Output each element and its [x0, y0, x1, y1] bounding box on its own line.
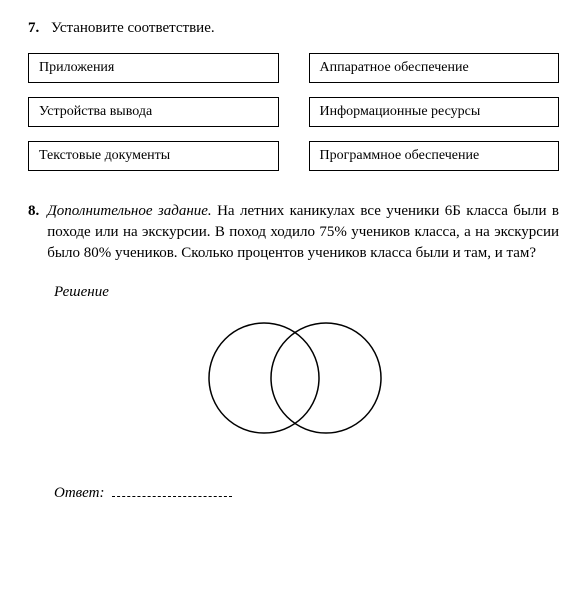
- venn-circle-left: [209, 323, 319, 433]
- venn-diagram: [28, 313, 559, 443]
- left-box-3-label: Текстовые документы: [39, 146, 170, 166]
- left-box-1: Приложения: [28, 53, 279, 83]
- left-box-2-label: Устройства вывода: [39, 102, 152, 122]
- answer-blank: [112, 485, 232, 497]
- task8-block: 8. Дополнительное задание. На летних кан…: [28, 201, 559, 282]
- right-box-3-label: Программное обеспечение: [320, 146, 480, 166]
- answer-line: Ответ:: [54, 473, 559, 504]
- right-box-1-label: Аппаратное обеспечение: [320, 58, 469, 78]
- matching-grid: Приложения Аппаратное обеспечение Устрой…: [28, 53, 559, 171]
- right-box-1: Аппаратное обеспечение: [309, 53, 560, 83]
- venn-circle-right: [271, 323, 381, 433]
- left-box-2: Устройства вывода: [28, 97, 279, 127]
- task8-text: Дополнительное задание. На летних канику…: [47, 201, 559, 264]
- venn-svg: [184, 313, 404, 443]
- right-box-2: Информационные ресурсы: [309, 97, 560, 127]
- right-box-2-label: Информационные ресурсы: [320, 102, 481, 122]
- right-box-3: Программное обеспечение: [309, 141, 560, 171]
- task7-number: 7.: [28, 18, 39, 39]
- task7-title: Установите соответствие.: [51, 20, 215, 36]
- task8-number: 8.: [28, 201, 39, 282]
- task8-intro: Дополнительное задание.: [47, 203, 211, 219]
- solution-label: Решение: [54, 282, 559, 303]
- task7-header: 7. Установите соответствие.: [28, 18, 559, 39]
- left-box-1-label: Приложения: [39, 58, 114, 78]
- left-box-3: Текстовые документы: [28, 141, 279, 171]
- answer-label: Ответ:: [54, 485, 104, 501]
